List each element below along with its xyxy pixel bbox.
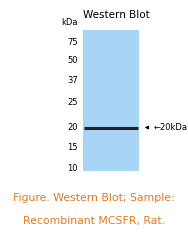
Text: 25: 25 bbox=[67, 99, 78, 107]
Text: 20: 20 bbox=[67, 123, 78, 132]
Text: 75: 75 bbox=[67, 38, 78, 47]
Text: Recombinant MCSFR, Rat.: Recombinant MCSFR, Rat. bbox=[23, 216, 165, 226]
Text: kDa: kDa bbox=[61, 18, 78, 27]
Text: Western Blot: Western Blot bbox=[83, 10, 150, 20]
Text: 50: 50 bbox=[67, 56, 78, 65]
Text: ←20kDa: ←20kDa bbox=[153, 123, 187, 132]
Text: 15: 15 bbox=[67, 143, 78, 152]
Text: Figure. Western Blot; Sample:: Figure. Western Blot; Sample: bbox=[13, 193, 175, 203]
Bar bbox=[83, 30, 139, 171]
Text: 10: 10 bbox=[67, 164, 78, 173]
Text: 37: 37 bbox=[67, 76, 78, 85]
